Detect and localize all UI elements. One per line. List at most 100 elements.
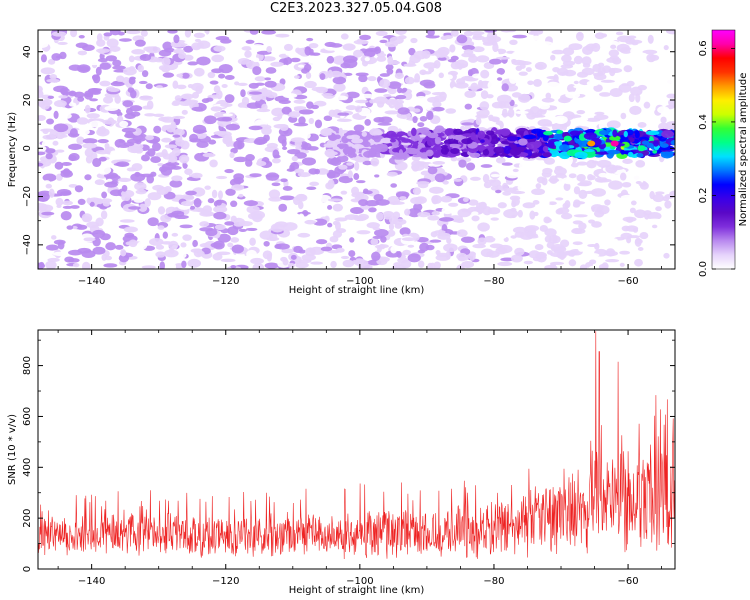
heatmap-cell bbox=[297, 172, 311, 178]
heatmap-cell bbox=[97, 125, 106, 135]
heatmap-cell bbox=[431, 211, 440, 216]
heatmap-cell bbox=[525, 67, 532, 72]
heatmap-cell bbox=[587, 253, 600, 257]
heatmap-cell bbox=[193, 198, 202, 208]
heatmap-cell bbox=[41, 211, 55, 216]
heatmap-cell bbox=[122, 100, 134, 107]
heatmap-cell bbox=[655, 191, 665, 195]
heatmap-cell bbox=[329, 70, 343, 78]
heatmap-cell bbox=[608, 49, 620, 57]
heatmap-signal-cell bbox=[623, 130, 628, 138]
heatmap-cell bbox=[643, 101, 651, 109]
heatmap-cell bbox=[523, 260, 534, 265]
heatmap-cell bbox=[606, 40, 621, 49]
heatmap-cell bbox=[101, 253, 107, 261]
heatmap-cell bbox=[437, 232, 451, 240]
heatmap-signal-cell bbox=[440, 147, 450, 155]
heatmap-cell bbox=[248, 91, 262, 95]
heatmap-cell bbox=[187, 258, 202, 268]
heatmap-cell bbox=[357, 213, 370, 221]
heatmap-cell bbox=[243, 200, 258, 207]
heatmap-cell bbox=[264, 262, 279, 269]
heatmap-cell bbox=[173, 43, 186, 48]
heatmap-cell bbox=[450, 55, 459, 61]
heatmap-cell bbox=[637, 84, 648, 91]
heatmap-cell bbox=[349, 237, 355, 243]
heatmap-signal-cell bbox=[509, 147, 522, 156]
heatmap-cell bbox=[589, 175, 596, 181]
heatmap-cell bbox=[214, 113, 221, 118]
heatmap-cell bbox=[231, 184, 245, 191]
heatmap-cell bbox=[156, 85, 163, 89]
heatmap-cell bbox=[245, 227, 258, 231]
heatmap-cell bbox=[472, 35, 486, 41]
heatmap-signal-cell bbox=[485, 130, 495, 136]
heatmap-cell bbox=[479, 101, 490, 111]
heatmap-cell bbox=[527, 80, 534, 86]
heatmap-cell bbox=[365, 47, 380, 52]
heatmap-cell bbox=[88, 120, 104, 128]
heatmap-cell bbox=[478, 201, 487, 209]
heatmap-cell bbox=[461, 44, 475, 51]
heatmap-cell bbox=[407, 253, 421, 263]
heatmap-cell bbox=[417, 211, 431, 218]
heatmap-cell bbox=[181, 93, 194, 100]
heatmap-cell bbox=[304, 80, 317, 89]
heatmap-cell bbox=[157, 225, 165, 230]
heatmap-cell bbox=[268, 189, 281, 199]
heatmap-cell bbox=[230, 237, 240, 243]
heatmap-cell bbox=[153, 125, 162, 134]
heatmap-cell bbox=[281, 106, 292, 115]
heatmap-cell bbox=[670, 174, 675, 182]
heatmap-cell bbox=[38, 89, 44, 99]
heatmap-cell bbox=[410, 37, 418, 44]
heatmap-cell bbox=[96, 33, 103, 42]
heatmap-cell bbox=[102, 119, 117, 125]
heatmap-cell bbox=[280, 256, 288, 262]
heatmap-cell bbox=[103, 263, 118, 268]
snr-x-tick-label: −60 bbox=[618, 576, 639, 587]
heatmap-cell bbox=[77, 198, 86, 205]
heatmap-cell bbox=[448, 202, 459, 207]
heatmap-cell bbox=[76, 117, 89, 125]
heatmap-cell bbox=[94, 179, 105, 186]
heatmap-peak-cell bbox=[637, 145, 646, 152]
heatmap-cell bbox=[560, 230, 569, 236]
heatmap-signal-cell bbox=[479, 139, 485, 143]
heatmap-cell bbox=[171, 147, 181, 157]
heatmap-cell bbox=[480, 90, 489, 99]
heatmap-cell bbox=[472, 243, 486, 249]
heatmap-cell bbox=[500, 257, 515, 262]
heatmap-cell bbox=[256, 160, 267, 167]
heatmap-cell bbox=[45, 183, 52, 189]
heatmap-cell bbox=[266, 46, 273, 53]
heatmap-signal-cell bbox=[542, 145, 549, 152]
heatmap-cell bbox=[364, 118, 371, 126]
heatmap-signal-cell bbox=[531, 152, 543, 157]
heatmap-signal-cell bbox=[606, 149, 621, 155]
heatmap-cell bbox=[563, 182, 571, 191]
heatmap-cell bbox=[99, 80, 111, 87]
heatmap-cell bbox=[248, 125, 263, 131]
heatmap-cell bbox=[603, 250, 619, 257]
heatmap-cell bbox=[411, 31, 422, 36]
heatmap-cell bbox=[216, 117, 231, 122]
heatmap-cell bbox=[60, 210, 72, 221]
heatmap-cell bbox=[189, 205, 196, 210]
heatmap-cell bbox=[38, 162, 44, 167]
heatmap-signal-cell bbox=[324, 148, 335, 158]
heatmap-cell bbox=[186, 226, 198, 233]
heatmap-cell bbox=[593, 209, 605, 218]
heatmap-cell bbox=[390, 246, 397, 254]
heatmap-signal-cell bbox=[345, 147, 355, 152]
heatmap-cell bbox=[157, 206, 166, 215]
heatmap-cell bbox=[338, 164, 348, 170]
heatmap-cell bbox=[326, 55, 335, 64]
heatmap-cell bbox=[155, 251, 166, 258]
heatmap-cell bbox=[379, 73, 390, 77]
heatmap-cell bbox=[140, 30, 148, 37]
heatmap-cell bbox=[190, 172, 203, 179]
heatmap-cell bbox=[610, 44, 617, 50]
heatmap-cell bbox=[119, 219, 135, 223]
heatmap-cell bbox=[246, 249, 257, 259]
